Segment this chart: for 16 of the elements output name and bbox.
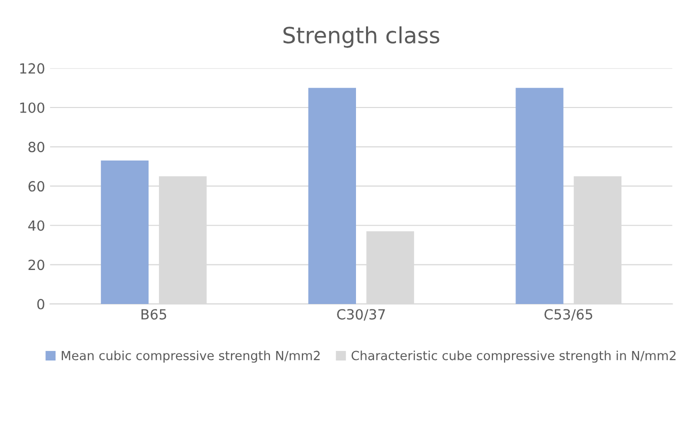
y-tick-label: 80 (28, 142, 44, 152)
x-tick-label: C30/37 (337, 309, 385, 321)
bar (516, 88, 564, 304)
y-tick-label: 100 (20, 102, 44, 113)
y-tick-label: 120 (20, 63, 44, 74)
x-tick-label: C53/65 (544, 309, 592, 321)
y-tick-label: 60 (28, 181, 44, 192)
legend-label: Characteristic cube compressive strength in N/mm2 (352, 350, 676, 363)
bar (308, 88, 356, 304)
y-tick-label: 20 (28, 260, 44, 270)
y-tick-label: 40 (28, 220, 44, 231)
legend-label: Mean cubic compressive strength N/mm2 (62, 350, 320, 363)
x-tick-label: B65 (142, 309, 166, 320)
chart-title: Strength class (283, 26, 440, 48)
y-tick-label: 0 (37, 298, 44, 310)
bar (100, 160, 149, 304)
